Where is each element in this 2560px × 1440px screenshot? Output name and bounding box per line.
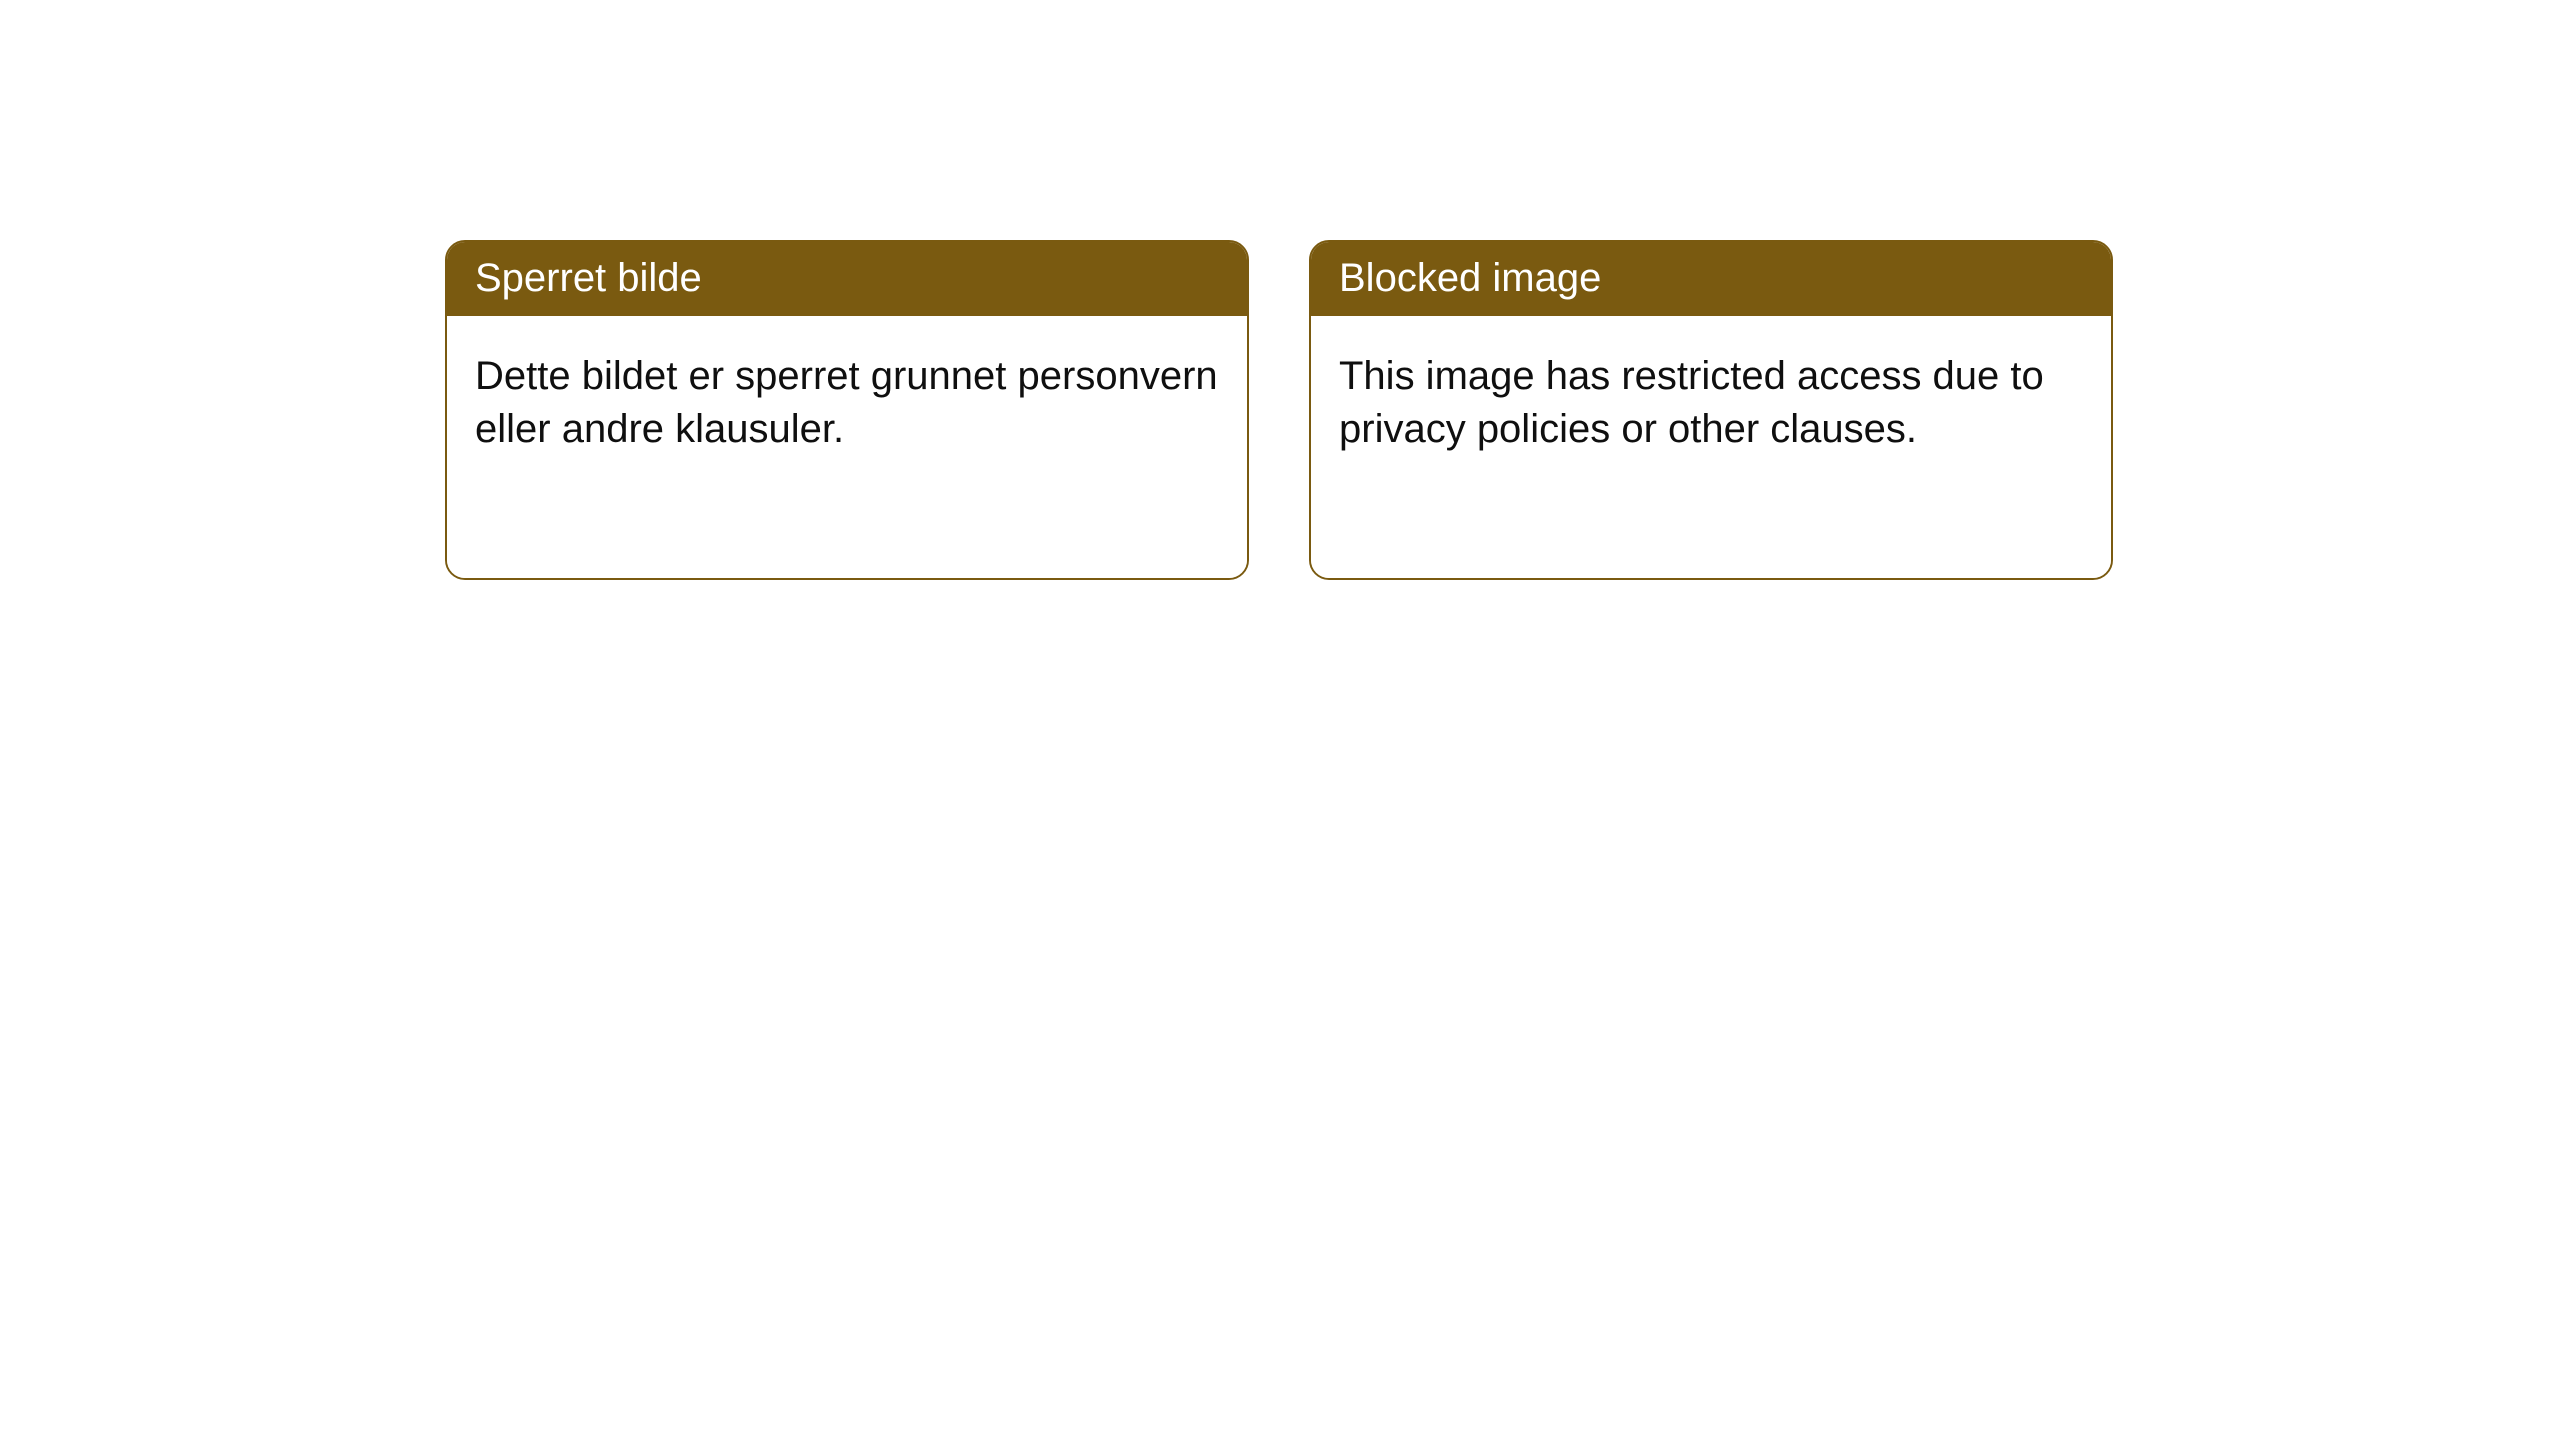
- card-body: This image has restricted access due to …: [1311, 316, 2111, 578]
- card-title: Sperret bilde: [475, 256, 702, 300]
- card-body-text: This image has restricted access due to …: [1339, 354, 2044, 451]
- card-body: Dette bildet er sperret grunnet personve…: [447, 316, 1247, 578]
- card-title: Blocked image: [1339, 256, 1601, 300]
- notice-container: Sperret bilde Dette bildet er sperret gr…: [445, 240, 2113, 580]
- blocked-image-card-no: Sperret bilde Dette bildet er sperret gr…: [445, 240, 1249, 580]
- card-body-text: Dette bildet er sperret grunnet personve…: [475, 354, 1218, 451]
- card-header: Sperret bilde: [447, 242, 1247, 316]
- card-header: Blocked image: [1311, 242, 2111, 316]
- blocked-image-card-en: Blocked image This image has restricted …: [1309, 240, 2113, 580]
